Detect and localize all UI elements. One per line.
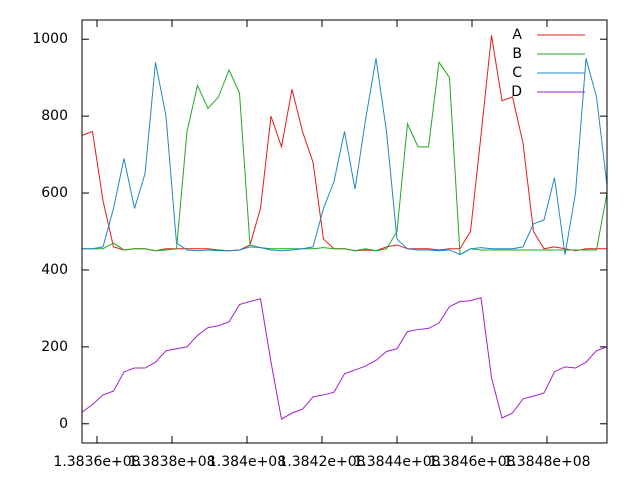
legend-label: C xyxy=(512,65,522,81)
x-tick-label: 1.3846e+08 xyxy=(428,454,515,470)
x-tick-label: 1.3848e+08 xyxy=(503,454,590,470)
x-tick-label: 1.3836e+08 xyxy=(53,454,140,470)
legend-label: A xyxy=(512,27,522,43)
y-tick-label: 600 xyxy=(41,185,68,201)
x-tick-label: 1.3844e+08 xyxy=(353,454,440,470)
series-line xyxy=(81,296,608,420)
y-tick-label: 400 xyxy=(41,262,68,278)
y-tick-label: 800 xyxy=(41,108,68,124)
y-tick-label: 0 xyxy=(59,416,68,432)
series-line xyxy=(82,60,608,256)
legend-label: D xyxy=(511,84,522,100)
y-tick-label: 1000 xyxy=(32,31,68,47)
plot-frame xyxy=(81,19,608,444)
series-line xyxy=(82,58,608,256)
y-tick-label: 200 xyxy=(41,339,68,355)
x-tick-label: 1.384e+08 xyxy=(208,454,286,470)
x-tick-label: 1.3842e+08 xyxy=(278,454,365,470)
legend-label: B xyxy=(512,46,522,62)
x-tick-label: 1.3838e+08 xyxy=(128,454,215,470)
